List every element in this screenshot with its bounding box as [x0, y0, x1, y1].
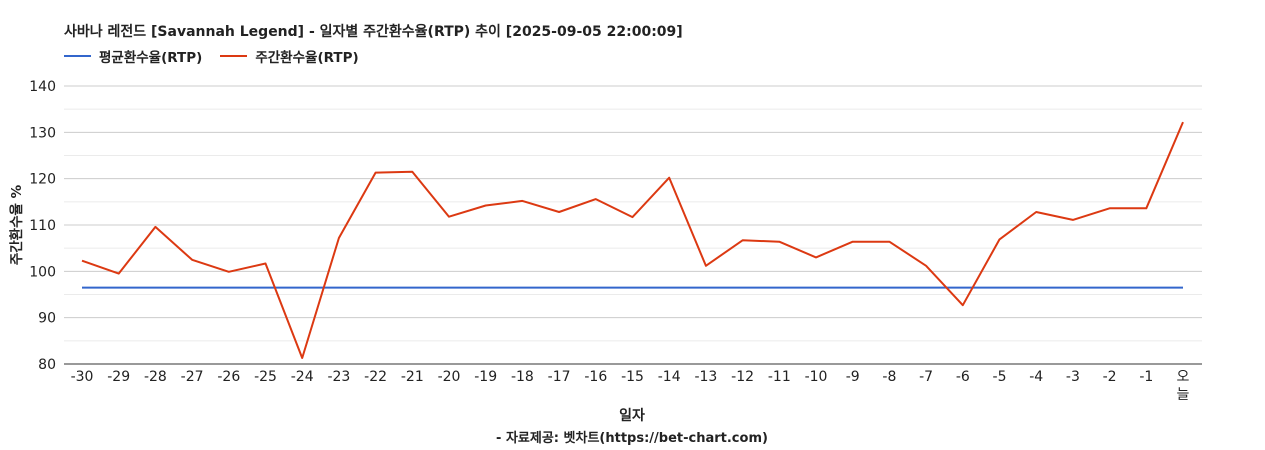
x-tick-label: -10: [805, 369, 828, 385]
x-tick-label: -16: [584, 369, 607, 385]
x-tick-label: -9: [846, 369, 860, 385]
x-tick-label: -29: [107, 369, 130, 385]
x-tick-label: -24: [291, 369, 314, 385]
y-tick-label: 90: [38, 311, 56, 327]
y-tick-label: 100: [29, 264, 56, 280]
x-tick-label: -14: [658, 369, 681, 385]
legend-item-weekly[interactable]: 주간환수율(RTP): [220, 46, 359, 66]
legend-item-average[interactable]: 평균환수율(RTP): [64, 46, 202, 66]
source-note: - 자료제공: 벳차트(https://bet-chart.com): [496, 430, 768, 446]
x-tick-label: -4: [1029, 369, 1043, 385]
legend: 평균환수율(RTP) 주간환수율(RTP): [64, 46, 377, 66]
x-tick-label: -11: [768, 369, 791, 385]
x-tick-label: -30: [71, 369, 94, 385]
y-axis-title: 주간환수율 %: [8, 184, 25, 265]
y-tick-label: 120: [29, 172, 56, 188]
x-tick-label: -18: [511, 369, 534, 385]
x-tick-label: -12: [731, 369, 754, 385]
legend-label-average: 평균환수율(RTP): [99, 50, 203, 66]
x-tick-label: 오: [1177, 369, 1190, 385]
x-tick-label: -19: [474, 369, 497, 385]
grid-layer: [64, 85, 1202, 365]
x-tick-label: -6: [956, 369, 970, 385]
x-tick-label: -3: [1066, 369, 1080, 385]
series-layer: [81, 121, 1184, 359]
legend-swatch-weekly: [220, 55, 248, 57]
x-tick-label: -17: [548, 369, 571, 385]
x-tick-label: -22: [364, 369, 387, 385]
x-tick-label: -15: [621, 369, 644, 385]
y-tick-label: 110: [29, 218, 56, 234]
x-tick-label: -23: [327, 369, 350, 385]
x-tick-label: -8: [882, 369, 896, 385]
x-tick-label: -13: [694, 369, 717, 385]
x-tick-label: -7: [919, 369, 933, 385]
x-tick-label: -27: [181, 369, 204, 385]
x-tick-label: -28: [144, 369, 167, 385]
x-tick-label: -1: [1139, 369, 1153, 385]
y-tick-label: 140: [29, 79, 56, 95]
legend-swatch-average: [64, 55, 91, 57]
x-tick-label: -26: [217, 369, 240, 385]
x-axis-title: 일자: [619, 408, 645, 424]
axis-layer: 80 90 100 110 120 130 140 -30 -29 -28 -27 -26 -25 -24…: [29, 79, 1189, 403]
y-tick-label: 130: [29, 125, 56, 141]
x-tick-label: 늘: [1177, 387, 1190, 403]
x-tick-label: -21: [401, 369, 424, 385]
series-line-1: [81, 121, 1184, 359]
x-tick-label: -20: [438, 369, 461, 385]
x-tick-label: -2: [1103, 369, 1117, 385]
chart-title: 사바나 레전드 [Savannah Legend] - 일자별 주간환수율(RT…: [64, 24, 683, 40]
legend-label-weekly: 주간환수율(RTP): [255, 50, 359, 66]
x-tick-label: -25: [254, 369, 277, 385]
x-tick-label: -5: [993, 369, 1007, 385]
y-tick-label: 80: [38, 357, 56, 373]
